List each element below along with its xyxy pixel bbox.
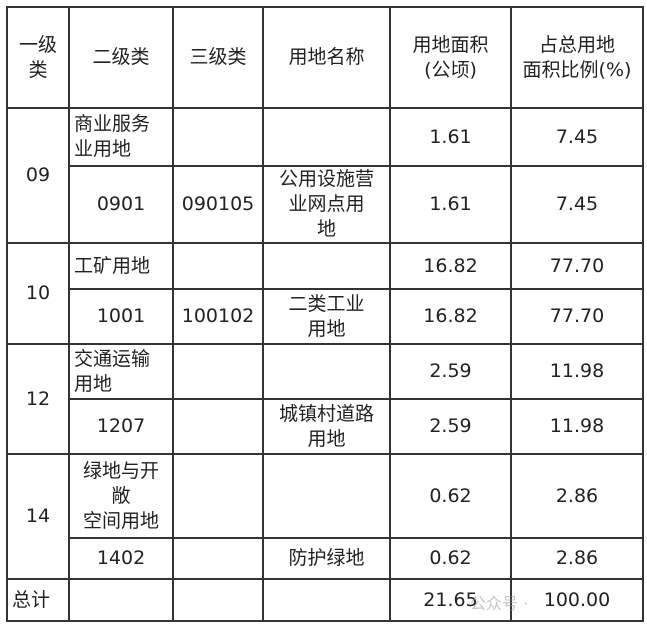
pct-cell: 7.45 [510,165,644,244]
pct-cell: 2.86 [510,453,644,539]
pct-cell: 11.98 [510,398,644,455]
pct-cell: 7.45 [510,107,644,167]
level3-cell [172,242,264,290]
total-label: 总计 [6,578,70,622]
header-pct: 占总用地 面积比例(%) [510,6,644,109]
level2-cell: 工矿用地 [68,242,174,290]
area-cell: 0.62 [389,537,512,580]
name-cell [262,107,391,167]
level1-code: 14 [6,453,70,580]
area-cell: 2.59 [389,343,512,400]
name-cell [262,242,391,290]
name-cell: 二类工业 用地 [262,288,391,345]
level3-cell [172,453,264,539]
total-pct: 100.00 [510,578,644,622]
table-row: 1207 城镇村道路 用地 2.59 11.98 [7,398,644,455]
level3-cell: 090105 [172,165,264,244]
level3-cell [172,343,264,400]
name-cell [262,343,391,400]
name-cell [262,453,391,539]
level2-cell: 绿地与开敞 空间用地 [68,453,174,539]
table-row: 10 工矿用地 16.82 77.70 [6,242,644,345]
area-cell: 0.62 [389,453,512,539]
area-cell: 1.61 [389,107,512,167]
header-row: 一级类 二级类 三级类 用地名称 用地面积 (公顷) 占总用地 面积比例(%) [6,6,644,109]
pct-cell: 77.70 [510,242,644,290]
header-level2: 二级类 [68,6,174,109]
table-row: 0901 090105 公用设施营 业网点用地 1.61 7.45 [7,165,644,244]
area-cell: 16.82 [389,288,512,345]
area-cell: 1.61 [389,165,512,244]
table-row: 09 商业服务 业用地 1.61 7.45 [6,107,644,244]
level1-code: 10 [6,242,70,345]
header-level3: 三级类 [172,6,264,109]
pct-cell: 2.86 [510,537,644,580]
level3-cell [172,107,264,167]
header-level1: 一级类 [6,6,70,109]
total-area: 21.65 [389,578,512,622]
header-area: 用地面积 (公顷) [389,6,512,109]
header-name: 用地名称 [262,6,391,109]
level2-cell: 交通运输 用地 [68,343,174,400]
level2-cell: 1207 [68,398,174,455]
level1-code: 12 [6,343,70,455]
total-row: 总计 21.65 100.00 [6,578,644,622]
pct-cell: 11.98 [510,343,644,400]
level2-cell: 1402 [68,537,174,580]
area-cell: 16.82 [389,242,512,290]
level1-code: 09 [6,107,70,244]
table-row: 1001 100102 二类工业 用地 16.82 77.70 [7,288,644,345]
table-row: 12 交通运输 用地 2.59 11.98 [6,343,644,455]
pct-cell: 77.70 [510,288,644,345]
level3-cell: 100102 [172,288,264,345]
table-row: 14 绿地与开敞 空间用地 0.62 2.86 [6,453,644,580]
level2-cell: 1001 [68,288,174,345]
name-cell: 城镇村道路 用地 [262,398,391,455]
level2-cell: 0901 [68,165,174,244]
level3-cell [172,398,264,455]
level3-cell [172,537,264,580]
table-row: 1402 防护绿地 0.62 2.86 [7,537,644,580]
name-cell: 防护绿地 [262,537,391,580]
level2-cell: 商业服务 业用地 [68,107,174,167]
name-cell: 公用设施营 业网点用地 [262,165,391,244]
area-cell: 2.59 [389,398,512,455]
land-use-table: 一级类 二级类 三级类 用地名称 用地面积 (公顷) 占总用地 面积比例(%) 09… [6,6,644,622]
